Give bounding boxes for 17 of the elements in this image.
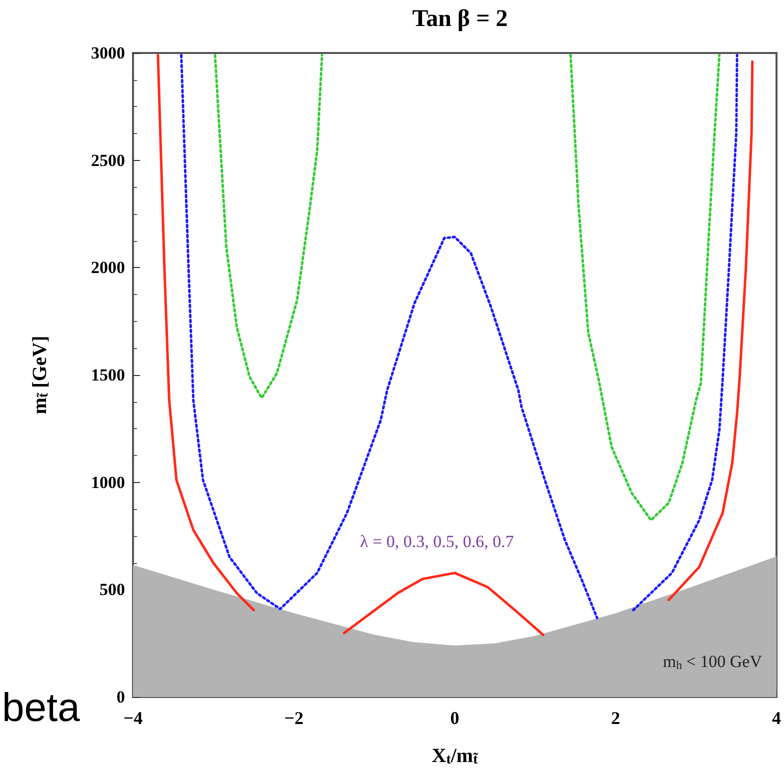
text: beta bbox=[2, 686, 81, 730]
y-axis-title: mt̃ [GeV] bbox=[29, 336, 52, 414]
x-tick-label: 0 bbox=[450, 708, 460, 728]
y-tick-label: 2000 bbox=[91, 258, 125, 278]
x-axis-title: Xt/mt̃ bbox=[432, 745, 478, 768]
y-tick-label: 500 bbox=[100, 580, 125, 600]
y-tick-label: 1500 bbox=[91, 366, 125, 384]
x-tick-label: 4 bbox=[772, 708, 781, 728]
x-tick-label: −2 bbox=[284, 708, 304, 728]
y-tick-label: 0 bbox=[116, 688, 125, 706]
y-tick-label: 2500 bbox=[91, 150, 125, 170]
annotation: λ = 0, 0.3, 0.5, 0.6, 0.7 bbox=[360, 532, 514, 551]
y-tick-label: 3000 bbox=[91, 44, 125, 62]
x-tick-label: 2 bbox=[611, 708, 620, 728]
chart-title: Tan β = 2 bbox=[412, 6, 508, 32]
y-tick-label: 1000 bbox=[91, 472, 125, 492]
x-tick-label: −4 bbox=[123, 708, 143, 728]
